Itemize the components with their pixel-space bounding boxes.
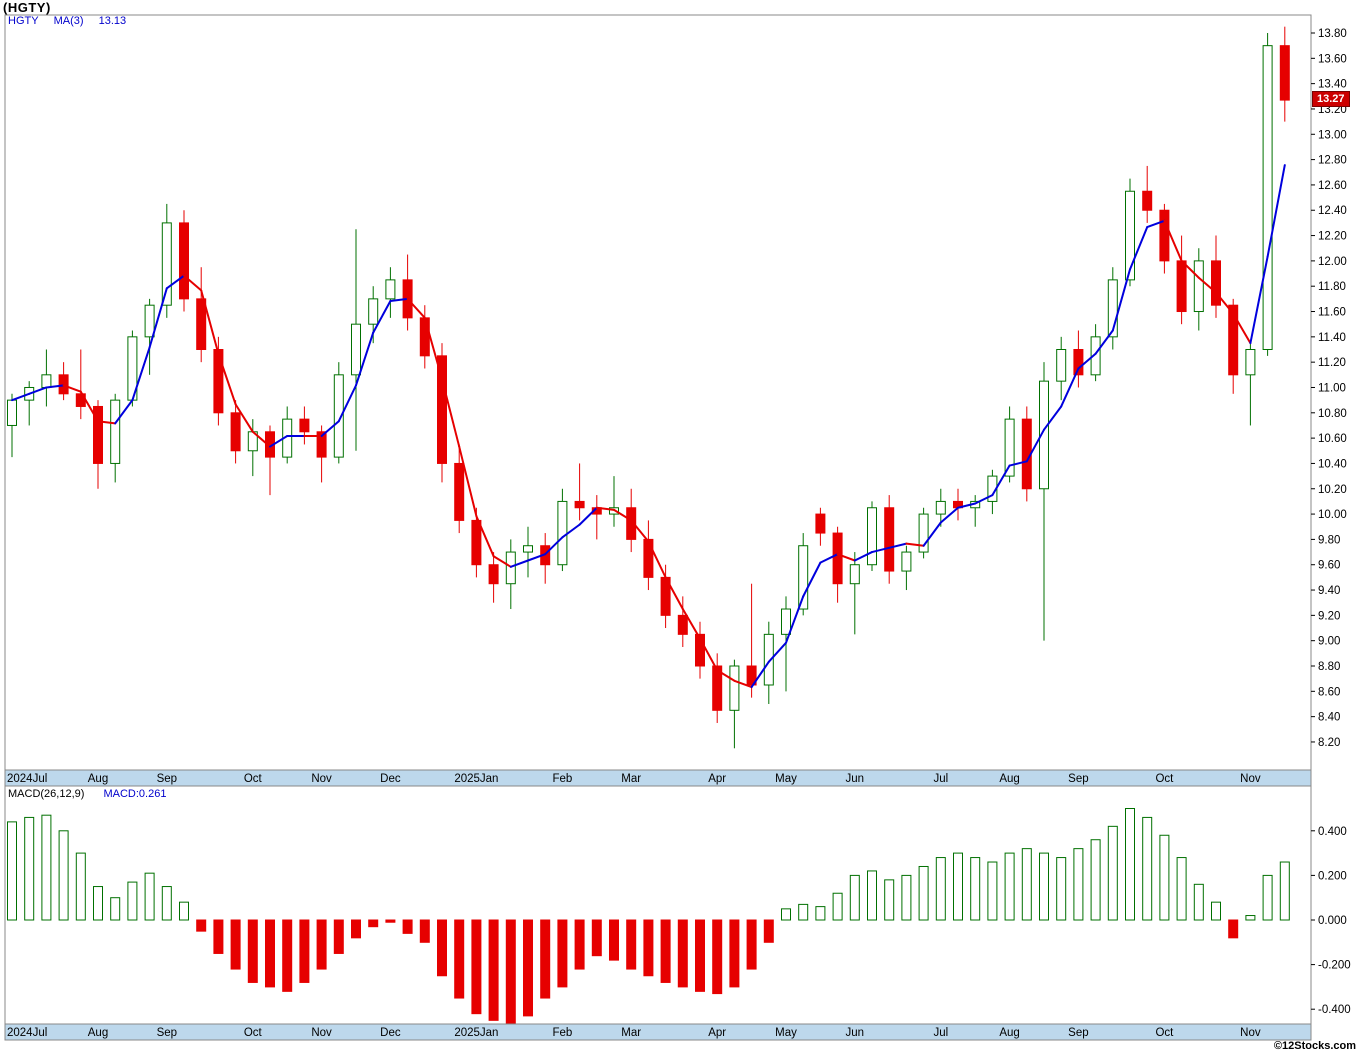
svg-text:Apr: Apr (708, 1027, 726, 1039)
svg-text:0.000: 0.000 (1318, 915, 1347, 927)
svg-text:Nov: Nov (311, 1027, 332, 1039)
svg-text:11.80: 11.80 (1318, 281, 1346, 293)
svg-text:Aug: Aug (999, 773, 1019, 785)
svg-text:11.60: 11.60 (1318, 307, 1346, 319)
macd-value-label: MACD:0.261 (103, 788, 167, 800)
svg-text:8.40: 8.40 (1318, 712, 1340, 724)
svg-text:Mar: Mar (621, 773, 641, 785)
svg-text:0.400: 0.400 (1318, 826, 1347, 838)
svg-text:Nov: Nov (1240, 1027, 1261, 1039)
svg-text:9.80: 9.80 (1318, 534, 1340, 546)
svg-text:13.60: 13.60 (1318, 53, 1347, 65)
svg-text:12.00: 12.00 (1318, 256, 1347, 268)
svg-text:10.00: 10.00 (1318, 509, 1347, 521)
svg-text:Oct: Oct (244, 1027, 263, 1039)
svg-text:10.40: 10.40 (1318, 458, 1347, 470)
svg-text:9.40: 9.40 (1318, 585, 1340, 597)
svg-text:13.40: 13.40 (1318, 79, 1347, 91)
svg-text:8.60: 8.60 (1318, 686, 1340, 698)
legend-ma-value: 13.13 (98, 15, 127, 27)
svg-text:10.60: 10.60 (1318, 433, 1347, 445)
last-price-tag: 13.27 (1312, 91, 1350, 107)
svg-text:Jun: Jun (846, 773, 865, 785)
svg-text:10.80: 10.80 (1318, 408, 1347, 420)
svg-text:Sep: Sep (157, 1027, 177, 1039)
copyright-label: ©12Stocks.com (1273, 1040, 1356, 1052)
svg-text:9.60: 9.60 (1318, 560, 1340, 572)
svg-text:Sep: Sep (1068, 773, 1088, 785)
svg-text:12.20: 12.20 (1318, 231, 1347, 243)
svg-text:2024Jul: 2024Jul (7, 773, 47, 785)
svg-text:Jul: Jul (933, 773, 948, 785)
price-legend: HGTY MA(3) 13.13 (8, 15, 138, 27)
svg-text:Aug: Aug (88, 773, 108, 785)
legend-ma-label: MA(3) (53, 15, 84, 27)
svg-text:12.80: 12.80 (1318, 155, 1347, 167)
svg-text:-0.200: -0.200 (1318, 960, 1351, 972)
svg-text:13.80: 13.80 (1318, 28, 1347, 40)
svg-text:Oct: Oct (1155, 1027, 1174, 1039)
svg-text:Apr: Apr (708, 773, 726, 785)
svg-text:Jul: Jul (933, 1027, 948, 1039)
svg-text:Dec: Dec (380, 1027, 401, 1039)
svg-text:12.40: 12.40 (1318, 205, 1347, 217)
svg-text:9.00: 9.00 (1318, 636, 1340, 648)
svg-text:Mar: Mar (621, 1027, 641, 1039)
macd-legend: MACD(26,12,9) MACD:0.261 (8, 788, 166, 800)
svg-text:Aug: Aug (88, 1027, 108, 1039)
svg-text:Sep: Sep (157, 773, 177, 785)
svg-text:Jun: Jun (846, 1027, 865, 1039)
svg-text:8.20: 8.20 (1318, 737, 1340, 749)
svg-text:2024Jul: 2024Jul (7, 1027, 47, 1039)
svg-text:Sep: Sep (1068, 1027, 1088, 1039)
svg-text:2025Jan: 2025Jan (454, 773, 498, 785)
svg-text:11.40: 11.40 (1318, 332, 1346, 344)
svg-text:8.80: 8.80 (1318, 661, 1340, 673)
svg-text:0.200: 0.200 (1318, 870, 1347, 882)
macd-params-label: MACD(26,12,9) (8, 788, 85, 800)
svg-text:11.20: 11.20 (1318, 357, 1346, 369)
page-title: (HGTY) (3, 0, 51, 15)
svg-text:11.00: 11.00 (1318, 382, 1346, 394)
svg-text:10.20: 10.20 (1318, 484, 1347, 496)
svg-text:Nov: Nov (311, 773, 332, 785)
svg-text:2025Jan: 2025Jan (454, 1027, 498, 1039)
svg-text:9.20: 9.20 (1318, 610, 1340, 622)
svg-text:Aug: Aug (999, 1027, 1019, 1039)
svg-text:Nov: Nov (1240, 773, 1261, 785)
svg-text:Feb: Feb (552, 1027, 572, 1039)
svg-text:Dec: Dec (380, 773, 401, 785)
legend-symbol: HGTY (8, 15, 39, 27)
svg-text:Oct: Oct (244, 773, 263, 785)
svg-text:May: May (775, 1027, 797, 1039)
svg-text:Oct: Oct (1155, 773, 1174, 785)
svg-text:12.60: 12.60 (1318, 180, 1347, 192)
svg-text:Feb: Feb (552, 773, 572, 785)
svg-text:May: May (775, 773, 797, 785)
svg-text:13.00: 13.00 (1318, 129, 1347, 141)
svg-text:-0.400: -0.400 (1318, 1004, 1351, 1016)
